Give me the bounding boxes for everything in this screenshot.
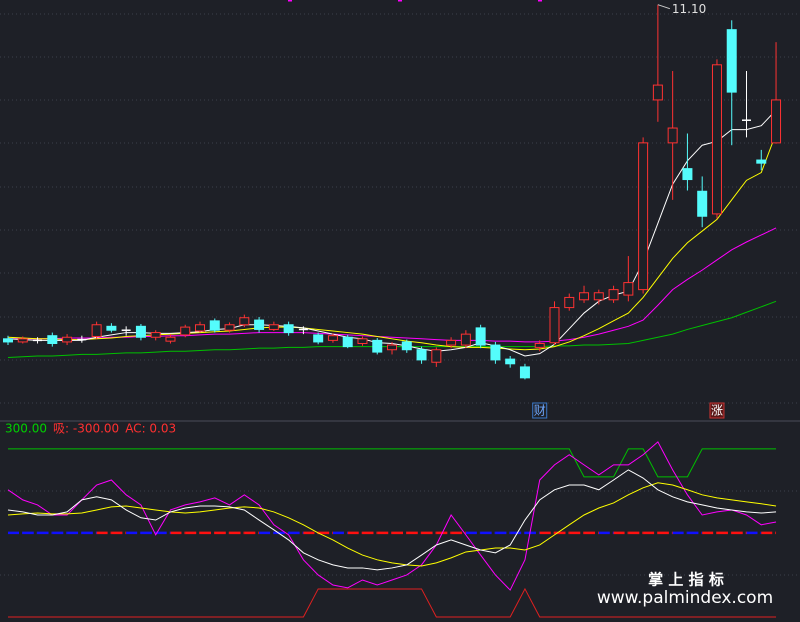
candle-body (195, 324, 206, 332)
candle-body (327, 335, 338, 341)
candle-body (682, 168, 693, 181)
candle-body (239, 317, 250, 326)
candle-body (268, 324, 279, 330)
candle-body (283, 324, 294, 334)
candle-body (711, 64, 722, 215)
candle-body (726, 29, 737, 93)
indicator-line (7, 482, 777, 567)
watermark-url: www.palmindex.com (597, 588, 773, 608)
candle-body (135, 325, 146, 338)
event-marker-box (709, 402, 725, 419)
candle-body (697, 190, 708, 217)
candle-body (564, 296, 575, 309)
candle-body (667, 127, 678, 144)
candle-body (771, 99, 782, 144)
indicator-line (8, 587, 777, 618)
price-panel (3, 4, 782, 380)
candle-body (165, 336, 176, 342)
candle-body (254, 319, 265, 330)
event-marker: 涨 (711, 403, 723, 418)
candle-body (416, 349, 427, 361)
indicator-header: AC: 0.03 (125, 422, 176, 436)
candle-body (593, 292, 604, 301)
indicator-panel (7, 441, 777, 618)
candle-body (475, 327, 486, 346)
candle-body (17, 338, 28, 343)
candle-body (652, 84, 663, 101)
candle-body (224, 324, 235, 331)
candle-body (505, 358, 516, 365)
candle-body (387, 344, 398, 351)
grid (0, 13, 800, 576)
candle-body (91, 324, 102, 337)
candle-body (446, 339, 457, 346)
candle-body (534, 342, 545, 348)
candle-body (47, 335, 58, 344)
candle-body (401, 341, 412, 351)
candle-body (3, 338, 13, 343)
indicator-header: 300.00 (5, 422, 47, 436)
candle-body (180, 326, 191, 336)
candle-body (756, 159, 767, 164)
candle-body (150, 332, 161, 338)
annotation-pointer (657, 4, 671, 10)
candle-body (460, 333, 471, 346)
indicator-line (7, 469, 777, 571)
indicator-header: 吸: -300.00 (53, 422, 119, 436)
indicator-line (7, 441, 777, 591)
candle-body (313, 334, 324, 343)
candle-body (579, 292, 590, 301)
watermark-title: 掌 上 指 标 (648, 571, 724, 589)
candle-body (431, 349, 442, 363)
event-marker-box (532, 402, 548, 419)
candle-body (519, 366, 530, 379)
candle-body (549, 307, 560, 344)
event-marker: 财 (534, 404, 546, 418)
candle-body (608, 289, 619, 301)
annotation-label: 11.10 (672, 2, 706, 16)
candle-body (106, 325, 117, 331)
candle-body (342, 336, 353, 348)
candle-body (209, 320, 220, 331)
candle-body (490, 344, 501, 361)
candle-body (638, 142, 649, 291)
labels: 财 涨 11.10 300.00 吸: -300.00 AC: 0.03 (5, 2, 725, 436)
candle-body (372, 339, 383, 353)
candle-body (62, 336, 73, 343)
indicator-line (8, 448, 777, 478)
candle-body (623, 282, 634, 296)
candle-body (357, 338, 368, 344)
